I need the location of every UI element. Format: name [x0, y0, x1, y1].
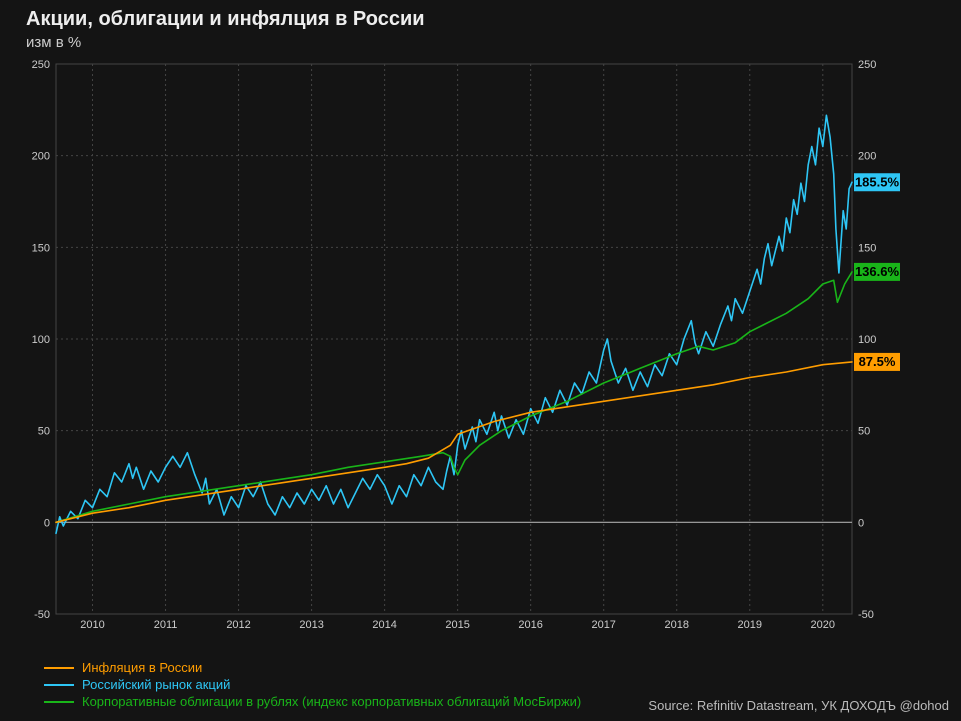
- svg-text:50: 50: [858, 426, 870, 438]
- svg-text:250: 250: [32, 59, 50, 71]
- chart-subtitle: изм в %: [26, 34, 81, 51]
- legend-label: Инфляция в России: [82, 660, 202, 675]
- legend-item-stocks: Российский рынок акций: [44, 677, 581, 692]
- svg-text:2013: 2013: [299, 619, 323, 631]
- svg-text:2017: 2017: [591, 619, 615, 631]
- legend-swatch: [44, 701, 74, 703]
- legend-item-inflation: Инфляция в России: [44, 660, 581, 675]
- legend-label: Корпоративные облигации в рублях (индекс…: [82, 694, 581, 709]
- svg-text:100: 100: [858, 334, 876, 346]
- svg-text:2020: 2020: [811, 619, 835, 631]
- chart-plot: -50 -50 0 0 50 50 100 100 150 150 200 200 250 250 2010…: [26, 58, 902, 636]
- series-inflation: [56, 362, 852, 522]
- svg-text:87.5%: 87.5%: [859, 354, 896, 369]
- svg-text:2010: 2010: [80, 619, 104, 631]
- svg-text:150: 150: [32, 242, 50, 254]
- svg-text:50: 50: [38, 426, 50, 438]
- chart-legend: Инфляция в России Российский рынок акций К…: [44, 658, 581, 709]
- svg-text:2012: 2012: [226, 619, 250, 631]
- svg-text:200: 200: [32, 151, 50, 163]
- svg-text:250: 250: [858, 59, 876, 71]
- legend-swatch: [44, 684, 74, 686]
- svg-text:200: 200: [858, 151, 876, 163]
- svg-text:2018: 2018: [664, 619, 688, 631]
- series-stocks: [56, 115, 852, 533]
- chart-container: Акции, облигации и инфялция в России изм…: [0, 0, 961, 721]
- svg-text:-50: -50: [34, 609, 50, 621]
- svg-text:2011: 2011: [154, 619, 178, 631]
- legend-item-bonds: Корпоративные облигации в рублях (индекс…: [44, 694, 581, 709]
- legend-swatch: [44, 667, 74, 669]
- svg-text:150: 150: [858, 242, 876, 254]
- chart-title: Акции, облигации и инфялция в России: [26, 8, 425, 31]
- svg-text:2014: 2014: [372, 619, 396, 631]
- svg-text:2016: 2016: [518, 619, 542, 631]
- svg-text:185.5%: 185.5%: [855, 174, 900, 189]
- svg-text:0: 0: [44, 517, 50, 529]
- legend-label: Российский рынок акций: [82, 677, 230, 692]
- svg-text:2015: 2015: [445, 619, 469, 631]
- svg-text:100: 100: [32, 334, 50, 346]
- chart-source: Source: Refinitiv Datastream, УК ДОХОДЪ …: [648, 698, 949, 713]
- svg-text:2019: 2019: [738, 619, 762, 631]
- svg-text:-50: -50: [858, 609, 874, 621]
- svg-text:0: 0: [858, 517, 864, 529]
- svg-text:136.6%: 136.6%: [855, 264, 900, 279]
